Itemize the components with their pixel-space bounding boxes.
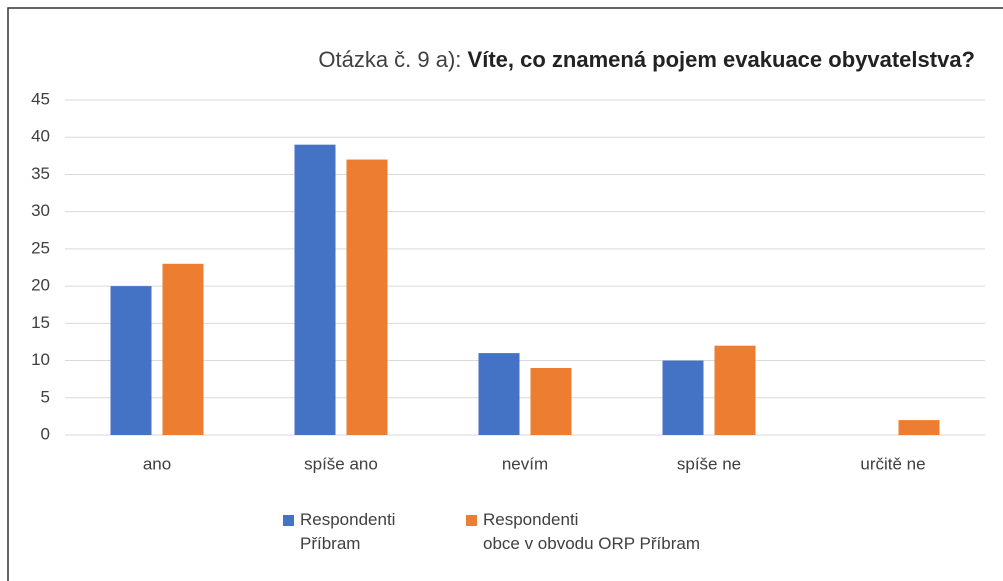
chart-title: Otázka č. 9 a): Víte, co znamená pojem e… <box>318 47 975 72</box>
bar <box>530 368 572 435</box>
y-tick-label: 5 <box>41 387 50 406</box>
y-tick-label: 10 <box>31 350 50 369</box>
bar <box>898 420 940 435</box>
x-tick-label: ano <box>143 454 171 473</box>
title-prefix: Otázka č. 9 a): <box>318 47 461 72</box>
legend-label: Respondenti Příbram <box>300 510 396 553</box>
x-tick-label: určitě ne <box>860 454 925 473</box>
bar <box>714 345 756 435</box>
bar <box>110 286 152 435</box>
bar <box>162 263 204 435</box>
bar <box>294 144 336 435</box>
y-tick-label: 25 <box>31 238 50 257</box>
legend-swatch <box>283 515 294 526</box>
legend-swatch <box>466 515 477 526</box>
bar <box>662 360 704 435</box>
x-tick-label: spíše ano <box>304 454 378 473</box>
x-tick-label: nevím <box>502 454 548 473</box>
y-tick-label: 35 <box>31 164 50 183</box>
bar <box>478 353 520 435</box>
title-main: Víte, co znamená pojem evakuace obyvatel… <box>468 47 975 72</box>
y-tick-label: 40 <box>31 127 50 146</box>
chart-border <box>7 7 1003 581</box>
y-tick-label: 0 <box>41 424 50 443</box>
bar <box>346 159 388 436</box>
x-tick-label: spíše ne <box>677 454 741 473</box>
y-tick-label: 30 <box>31 201 50 220</box>
y-tick-label: 15 <box>31 313 50 332</box>
legend-label: Respondenti obce v obvodu ORP Příbram <box>483 510 701 553</box>
y-tick-label: 45 <box>31 89 50 108</box>
y-tick-label: 20 <box>31 276 50 295</box>
